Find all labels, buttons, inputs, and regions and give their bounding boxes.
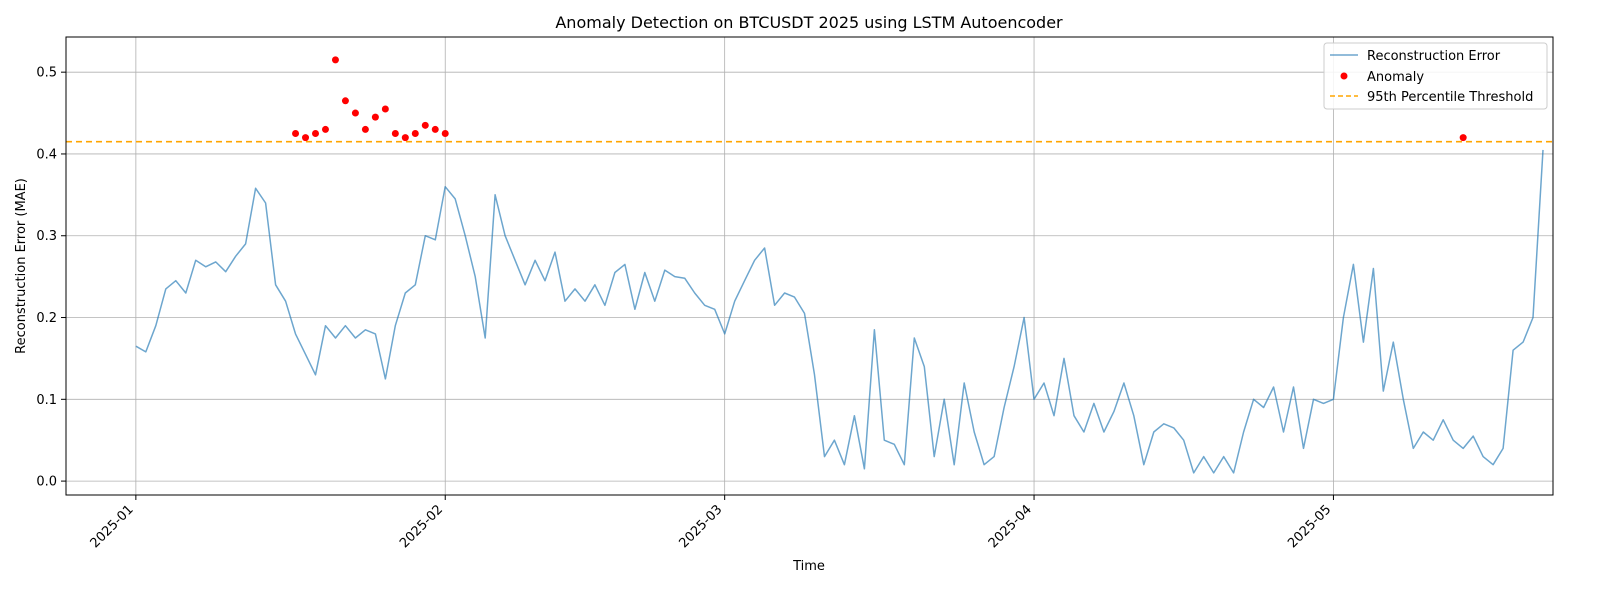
y-tick-label: 0.5 <box>36 66 57 81</box>
anomaly-point <box>441 130 449 138</box>
legend-box <box>1323 42 1548 110</box>
y-tick-label: 0.2 <box>36 311 57 326</box>
y-tick-label: 0.1 <box>36 393 57 408</box>
anomaly-point <box>311 130 319 138</box>
anomaly-point <box>381 105 389 113</box>
x-axis-label: Time <box>792 559 825 574</box>
anomaly-point <box>431 125 439 133</box>
plot-layer <box>66 56 1553 474</box>
y-tick-label: 0.4 <box>36 147 57 162</box>
legend-reconstruction-label: Reconstruction Error <box>1367 49 1501 64</box>
anomaly-point <box>411 130 419 138</box>
legend-anomaly-swatch <box>1340 72 1348 80</box>
y-tick-label: 0.0 <box>36 475 57 490</box>
plot-frame <box>65 36 1554 496</box>
anomaly-point <box>1459 134 1467 142</box>
anomaly-point <box>341 97 349 105</box>
anomaly-point <box>292 130 300 138</box>
anomaly-point <box>302 134 310 142</box>
anomaly-point <box>331 56 339 64</box>
series-line-reconstruction-error <box>135 149 1544 474</box>
grid-layer <box>66 37 1553 495</box>
legend-threshold-label: 95th Percentile Threshold <box>1367 90 1533 105</box>
anomaly-point <box>361 125 369 133</box>
y-tick-label: 0.3 <box>36 229 57 244</box>
y-axis-label: Reconstruction Error (MAE) <box>14 178 29 354</box>
anomaly-point <box>401 134 409 142</box>
anomaly-point <box>371 113 379 121</box>
anomaly-point <box>421 121 429 129</box>
anomaly-point <box>351 109 359 117</box>
chart-title: Anomaly Detection on BTCUSDT 2025 using … <box>555 13 1063 32</box>
legend-anomaly-label: Anomaly <box>1367 70 1424 85</box>
anomaly-point <box>391 130 399 138</box>
anomaly-point <box>321 125 329 133</box>
legend: Reconstruction Error Anomaly 95th Percen… <box>1323 42 1548 110</box>
